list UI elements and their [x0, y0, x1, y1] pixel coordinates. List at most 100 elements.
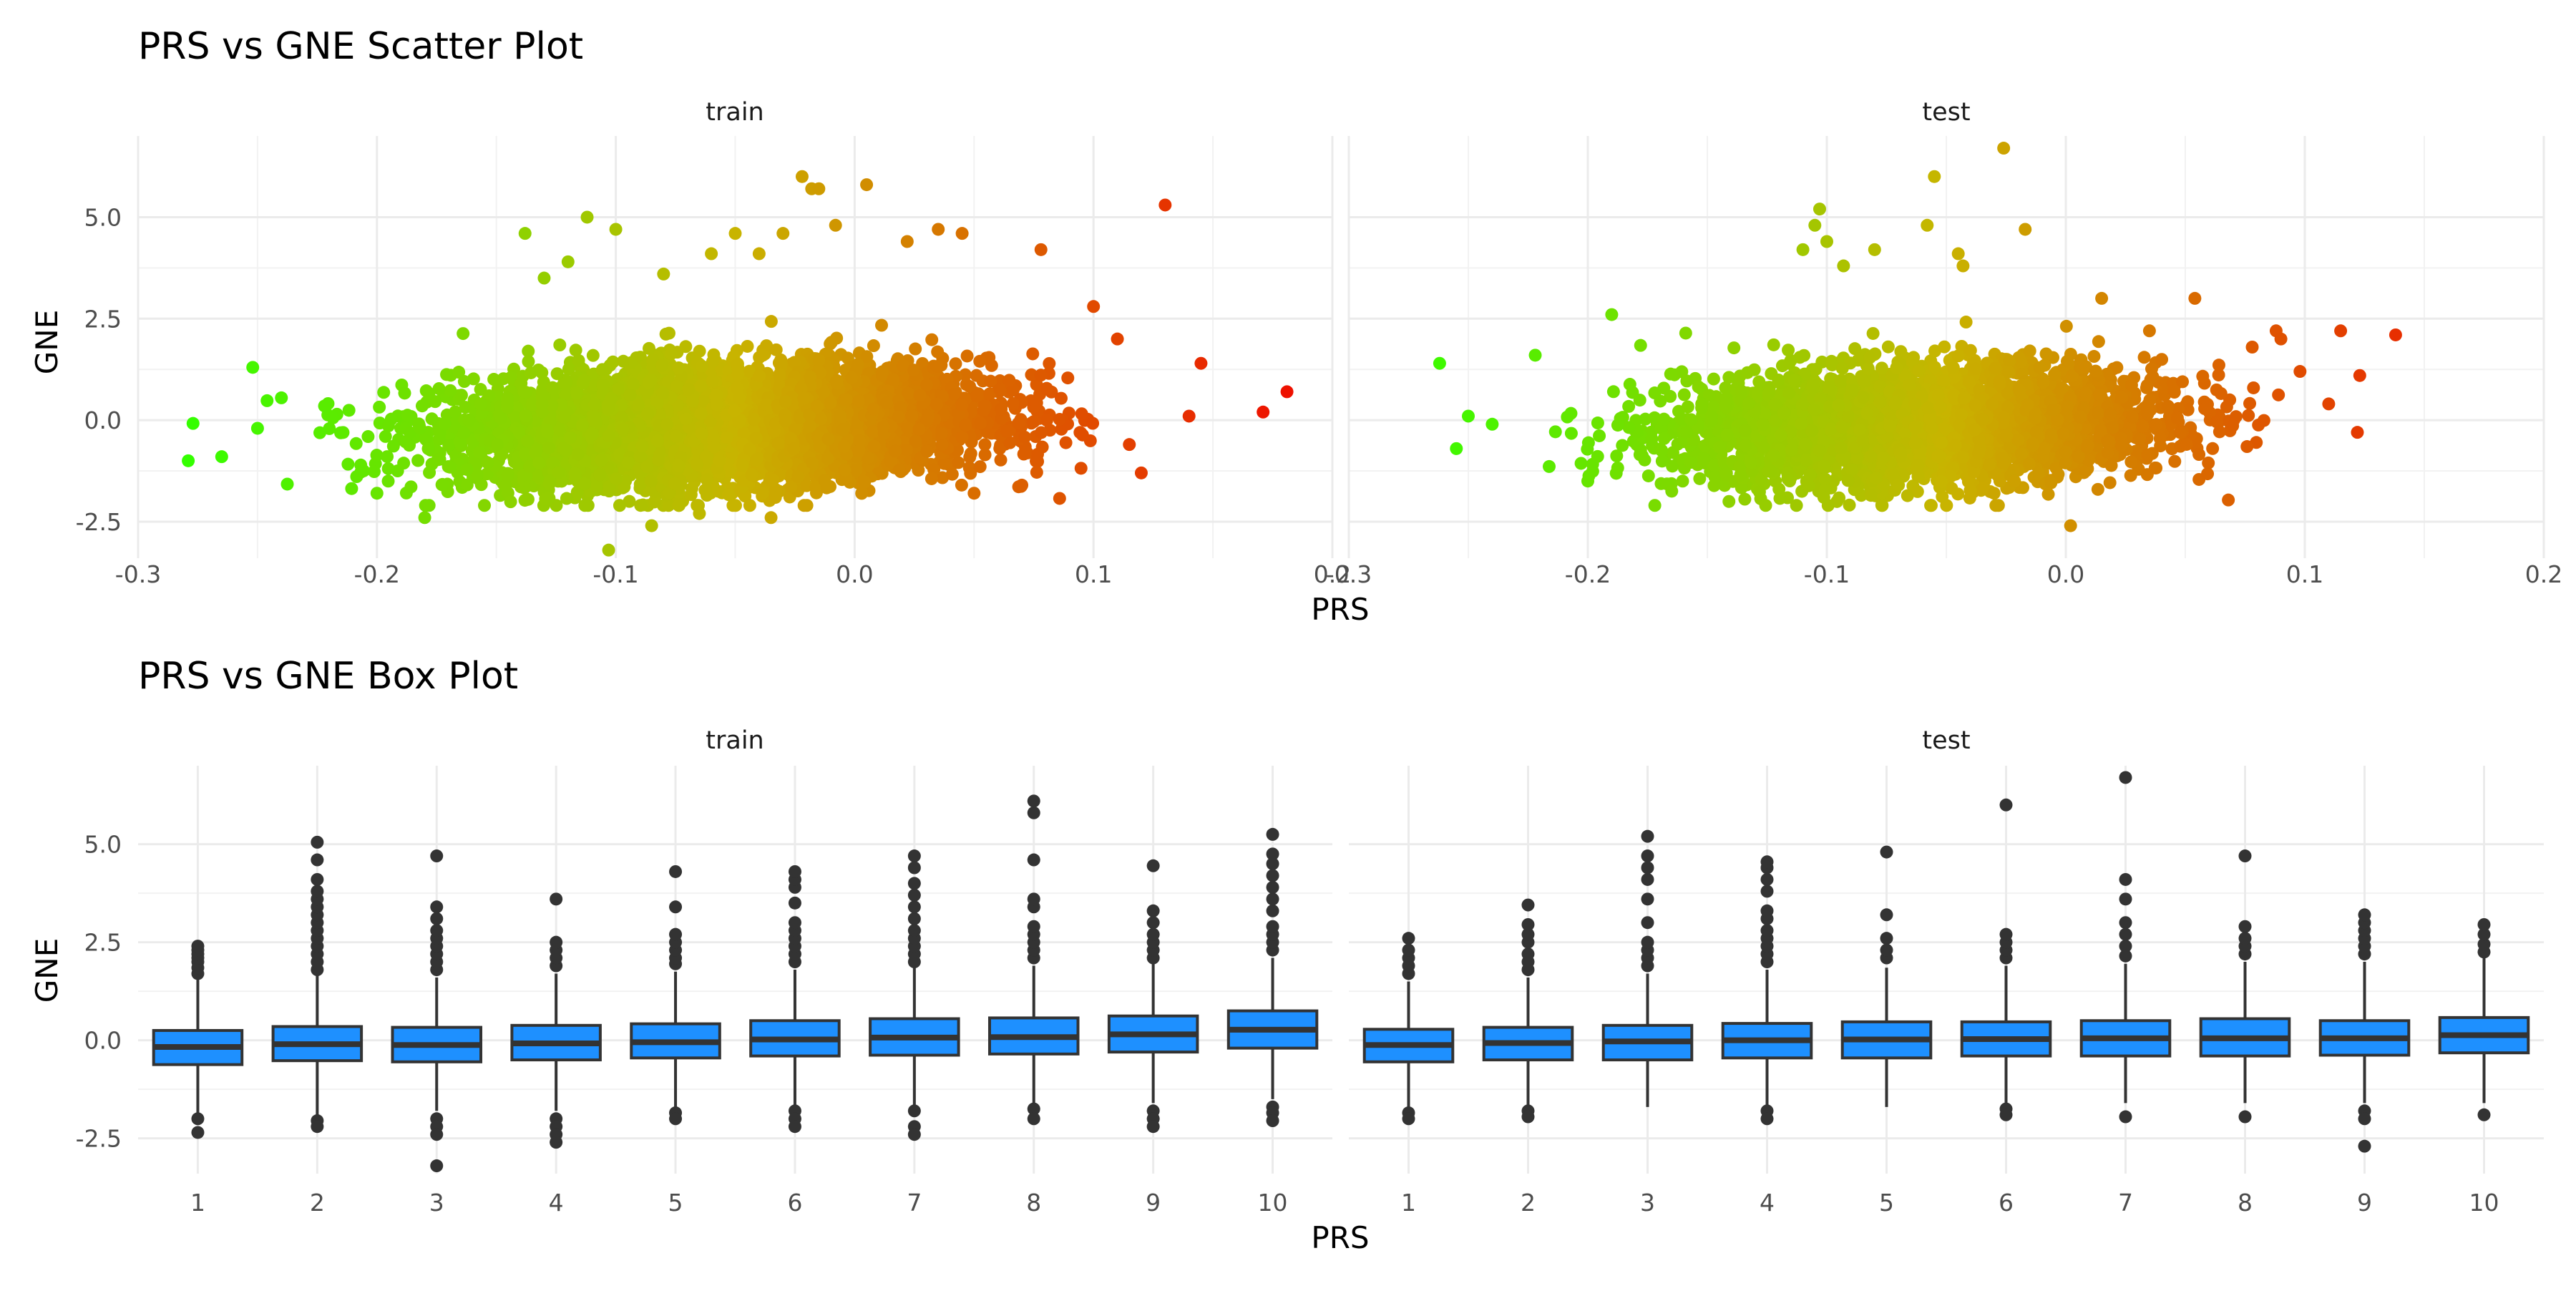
scatter-point	[769, 491, 782, 504]
scatter-point	[821, 452, 834, 465]
scatter-point	[756, 349, 769, 361]
scatter-point	[1018, 448, 1030, 461]
scatter-point	[1075, 427, 1088, 439]
scatter-title: PRS vs GNE Scatter Plot	[138, 25, 583, 68]
scatter-point	[634, 499, 647, 512]
scatter-point	[947, 387, 960, 400]
scatter-point	[522, 493, 535, 506]
box-y-axis-label: GNE	[29, 938, 64, 1003]
scatter-point	[350, 437, 363, 450]
scatter-point	[925, 472, 938, 485]
scatter-point	[804, 371, 816, 384]
scatter-point	[1018, 431, 1031, 444]
scatter-point	[634, 478, 647, 491]
scatter-point	[1035, 369, 1048, 381]
scatter-point	[679, 340, 692, 353]
scatter-point	[455, 389, 468, 401]
x-tick-label: -0.2	[354, 560, 400, 588]
scatter-point	[1031, 448, 1044, 461]
scatter-strip-test: test	[1922, 98, 1970, 127]
scatter-point	[756, 487, 769, 500]
scatter-point	[935, 427, 948, 440]
y-tick-label: 0.0	[84, 406, 122, 434]
scatter-point	[521, 434, 534, 447]
scatter-point	[422, 387, 435, 400]
scatter-point	[1043, 357, 1055, 370]
scatter-point	[624, 389, 637, 401]
box-title: PRS vs GNE Box Plot	[138, 655, 518, 698]
scatter-point	[461, 479, 474, 492]
scatter-point	[931, 346, 944, 359]
scatter-point	[411, 454, 424, 467]
scatter-point	[936, 438, 949, 451]
scatter-point	[382, 462, 395, 475]
scatter-point	[345, 482, 358, 495]
scatter-point	[1055, 392, 1068, 405]
scatter-point	[643, 342, 655, 355]
scatter-point	[839, 464, 852, 477]
scatter-point	[494, 411, 507, 424]
scatter-point	[426, 412, 439, 425]
scatter-point	[914, 389, 927, 401]
scatter-point	[766, 474, 779, 487]
scatter-point	[401, 409, 414, 422]
scatter-point	[978, 438, 991, 451]
scatter-point	[955, 399, 968, 411]
scatter-point	[858, 475, 871, 488]
scatter-point	[434, 453, 447, 466]
scatter-point	[522, 345, 535, 358]
scatter-point	[1053, 413, 1066, 426]
scatter-point	[955, 479, 968, 492]
scatter-point	[525, 366, 537, 379]
scatter-point	[743, 499, 756, 512]
scatter-point	[1086, 417, 1099, 430]
scatter-point	[876, 369, 889, 382]
scatter-point	[668, 477, 681, 490]
scatter-point	[382, 474, 395, 487]
scatter-point	[341, 458, 354, 471]
scatter-point	[1060, 437, 1073, 449]
scatter-point	[617, 355, 630, 368]
scatter-point	[1028, 415, 1040, 428]
y-tick-label: 2.5	[84, 305, 122, 333]
scatter-point	[672, 361, 685, 374]
scatter-point	[504, 495, 517, 508]
scatter-point	[1030, 466, 1043, 479]
scatter-strip-train: train	[706, 98, 763, 127]
scatter-point	[610, 472, 623, 485]
scatter-point	[334, 427, 347, 439]
scatter-point	[326, 411, 339, 424]
scatter-point	[663, 327, 675, 340]
scatter-point	[382, 419, 395, 432]
x-tick-label: -0.1	[592, 560, 638, 588]
scatter-point	[553, 338, 566, 351]
scatter-point	[696, 360, 708, 373]
scatter-point	[741, 340, 754, 353]
scatter-point	[698, 484, 711, 497]
scatter-point	[281, 477, 294, 490]
scatter-point	[925, 333, 938, 346]
scatter-point	[422, 442, 435, 455]
scatter-dense-cloud	[281, 315, 1100, 512]
scatter-point	[377, 386, 390, 399]
scatter-point	[1061, 371, 1074, 384]
scatter-point	[875, 319, 888, 332]
scatter-point	[812, 354, 825, 366]
scatter-point	[1030, 396, 1043, 409]
scatter-point	[373, 401, 386, 414]
scatter-point	[685, 488, 698, 501]
scatter-point	[399, 386, 411, 399]
scatter-point	[931, 360, 944, 373]
box-strip-train: train	[706, 726, 763, 755]
scatter-point	[961, 349, 974, 362]
x-tick-label: 0.1	[1075, 560, 1112, 588]
scatter-point	[798, 499, 811, 512]
scatter-point	[952, 456, 965, 469]
scatter-point	[974, 460, 987, 473]
scatter-point	[414, 422, 426, 434]
scatter-point	[473, 446, 486, 459]
scatter-x-axis-label: PRS	[1311, 592, 1369, 627]
scatter-point	[723, 488, 736, 501]
